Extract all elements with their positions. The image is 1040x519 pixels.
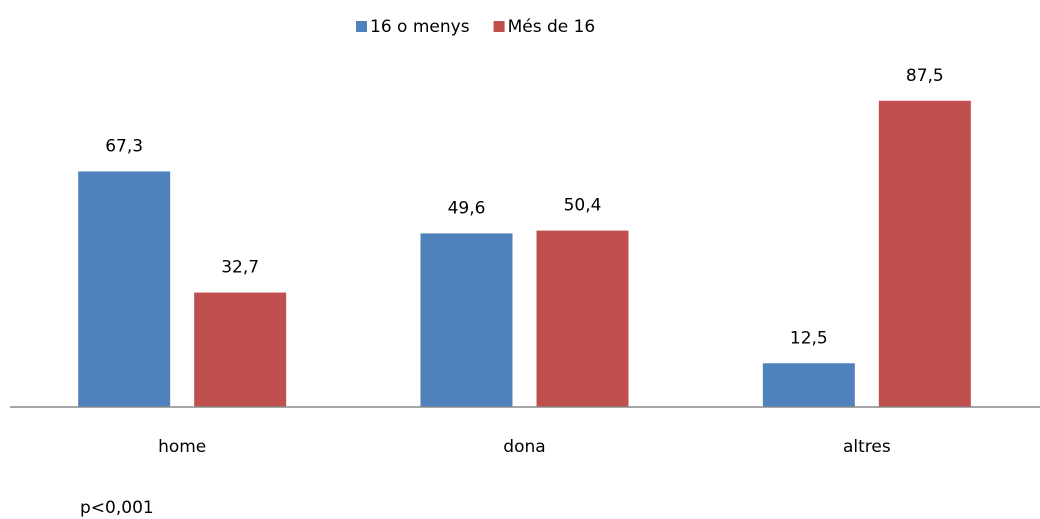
bar (78, 171, 171, 407)
legend-label: 16 o menys (370, 17, 470, 37)
data-label: 67,3 (105, 136, 143, 156)
data-label: 12,5 (790, 328, 828, 348)
bar (878, 100, 971, 407)
legend-label: Més de 16 (508, 17, 596, 37)
bar (536, 230, 629, 407)
bar (194, 292, 287, 407)
legend-swatch (356, 21, 367, 32)
bar (762, 363, 855, 407)
data-label: 49,6 (448, 198, 486, 218)
data-label: 32,7 (221, 258, 259, 278)
x-tick-label: altres (843, 437, 891, 457)
annotation: p<0,001 (80, 498, 154, 518)
bar (420, 233, 513, 407)
legend-swatch (493, 21, 505, 32)
x-tick-label: dona (503, 437, 545, 457)
data-label: 50,4 (564, 196, 602, 216)
data-label: 87,5 (906, 66, 944, 86)
x-tick-label: home (158, 437, 206, 457)
